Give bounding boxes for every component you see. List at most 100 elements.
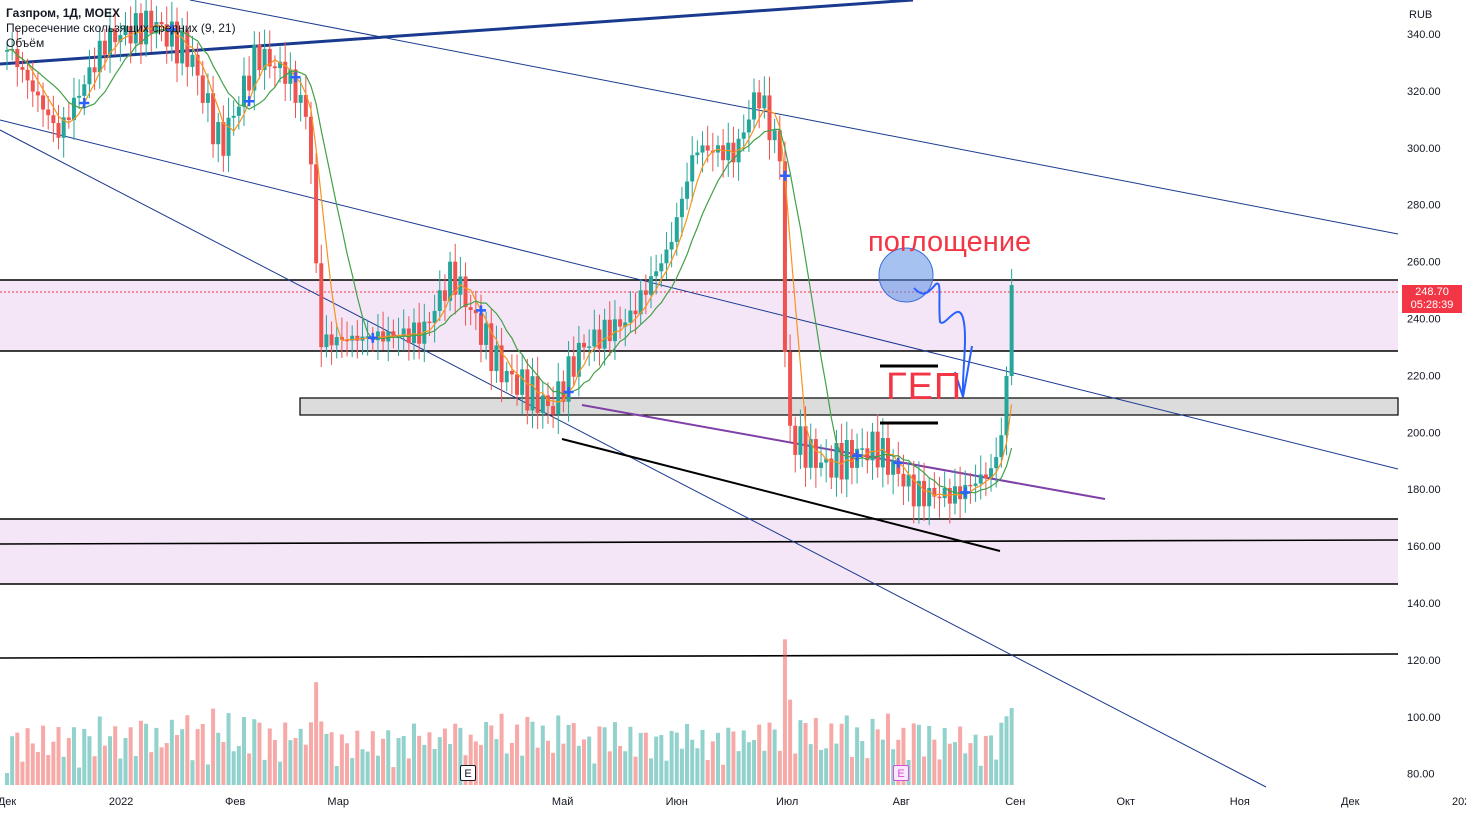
candle-body <box>102 40 107 55</box>
volume-bar <box>685 723 690 785</box>
candle-body <box>345 339 350 342</box>
candle-body <box>674 217 679 242</box>
candle-body <box>875 431 880 468</box>
price-scale[interactable]: RUB 340.00 320.00 300.00 280.00 260.00 240.00… <box>1407 9 1441 781</box>
candle-body <box>643 290 648 295</box>
volume-bar <box>607 751 612 785</box>
candle-body <box>741 132 746 139</box>
time-tick-label: Дек <box>0 796 16 808</box>
candle-body <box>803 426 808 468</box>
currency-label: RUB <box>1409 9 1432 21</box>
volume-bar <box>200 724 205 785</box>
candle-body <box>205 93 210 103</box>
volume-bar <box>422 744 427 785</box>
candle-body <box>679 198 684 218</box>
time-axis[interactable]: Дек 2022 Фев Мар Май Июн Июл Авг Сен Окт Ноя Дек 202… <box>0 796 1466 808</box>
candle-body <box>906 474 911 487</box>
ma-cross-marker <box>563 387 574 398</box>
volume-bar <box>540 725 545 785</box>
candle-body <box>66 117 71 121</box>
candle-body <box>25 69 30 81</box>
trend-lines <box>0 0 1399 788</box>
candle-body <box>123 26 128 36</box>
volume-bar <box>638 732 643 785</box>
candle-body <box>329 334 334 346</box>
volume-bar <box>515 724 520 785</box>
candle-body <box>339 337 344 340</box>
earnings-badge[interactable]: E <box>460 765 476 781</box>
candle-body <box>757 92 762 109</box>
candle-body <box>819 462 824 468</box>
volume-bar <box>700 729 705 785</box>
volume-bar <box>494 739 499 785</box>
candle-body <box>195 54 200 76</box>
volume-bar <box>56 727 61 785</box>
volume-bar <box>298 728 303 785</box>
volume-bar <box>654 736 659 785</box>
volume-bar <box>669 730 674 785</box>
candle-body <box>649 276 653 295</box>
symbol-title[interactable]: Газпром, 1Д, MOEX <box>6 6 120 20</box>
volume-bar <box>77 767 82 785</box>
volume-bar <box>401 736 406 785</box>
price-tick-label: 340.00 <box>1407 29 1441 41</box>
candle-body <box>942 488 947 499</box>
time-tick-label: Окт <box>1116 796 1135 808</box>
volume-bar <box>164 743 169 785</box>
volume-bar <box>169 719 174 785</box>
candle-body <box>849 440 854 468</box>
earnings-badge[interactable]: E <box>893 765 909 781</box>
engulfing-circle <box>878 247 934 303</box>
volume-bar <box>839 723 844 785</box>
candle-body <box>989 468 994 479</box>
candle-body <box>582 342 587 348</box>
volume-bar <box>855 727 860 785</box>
volume-bar <box>509 742 514 785</box>
indicator-label[interactable]: Пересечение скользящих средних (9, 21) <box>6 21 236 35</box>
candle-body <box>463 276 468 308</box>
price-tick-label: 140.00 <box>1407 598 1441 610</box>
volume-bar <box>978 765 983 785</box>
volume-bar <box>499 713 504 785</box>
candle-body <box>1004 376 1009 436</box>
volume-bar <box>679 748 684 785</box>
volume-bar <box>767 722 772 785</box>
volume-bar <box>746 742 751 785</box>
candle-body <box>628 310 633 323</box>
volume-bar <box>958 726 963 785</box>
candle-body <box>108 28 113 55</box>
volume-bar <box>824 748 829 785</box>
time-tick-label: Ноя <box>1230 796 1250 808</box>
ma-slow-line <box>6 28 1013 496</box>
volume-label[interactable]: Объём <box>6 36 45 50</box>
candle-body <box>798 426 803 455</box>
candle-body <box>916 480 921 507</box>
volume-bar <box>535 747 540 785</box>
candles <box>5 0 1014 526</box>
forecast-arrow <box>913 282 973 398</box>
candle-body <box>968 484 973 487</box>
volume-bar <box>319 721 324 785</box>
candle-body <box>685 181 690 199</box>
candle-body <box>829 458 834 478</box>
volume-bar <box>453 723 458 785</box>
candle-body <box>978 474 983 484</box>
volume-bar <box>473 741 478 785</box>
volume-bar <box>530 721 535 785</box>
candle-body <box>185 30 190 67</box>
engulfing-label: поглощение <box>868 226 1032 258</box>
candle-body <box>293 69 298 103</box>
volume-bar <box>159 747 164 785</box>
candle-body <box>221 121 226 156</box>
time-tick-label: Сен <box>1005 796 1025 808</box>
candle-body <box>834 443 839 478</box>
volume-bar <box>999 722 1004 785</box>
candle-body <box>365 336 370 338</box>
price-tick-label: 220.00 <box>1407 370 1441 382</box>
candle-body <box>82 84 87 96</box>
volume-bar <box>345 743 350 785</box>
candle-body <box>190 54 195 67</box>
volume-bar <box>252 719 257 785</box>
last-price-tag: 248.70 05:28:39 <box>1402 285 1462 313</box>
